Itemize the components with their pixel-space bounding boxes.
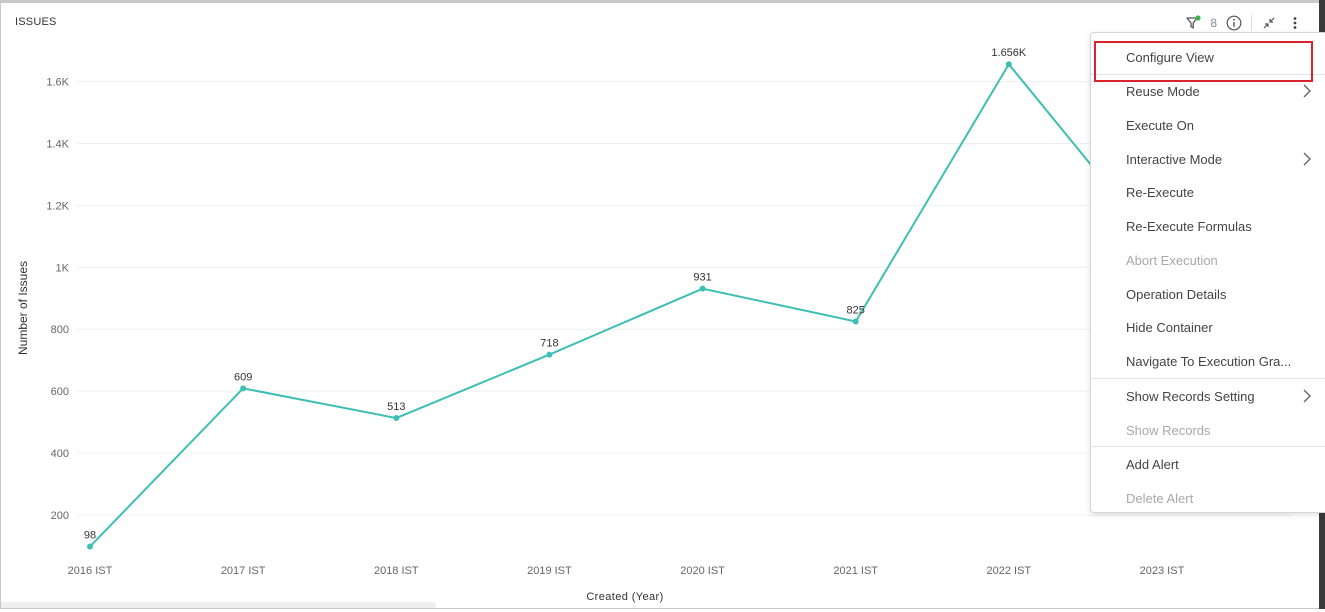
x-tick-label: 2019 IST bbox=[527, 565, 572, 577]
menu-item-label: Execute On bbox=[1126, 117, 1194, 133]
data-label: 98 bbox=[84, 530, 96, 542]
more-vertical-icon[interactable] bbox=[1286, 14, 1304, 32]
y-tick-label: 1.6K bbox=[46, 77, 69, 89]
horizontal-scrollbar[interactable] bbox=[1, 602, 436, 608]
context-menu: Configure View Reuse Mode Execute On Intera… bbox=[1090, 32, 1325, 513]
filter-count-badge: 8 bbox=[1210, 16, 1217, 30]
y-tick-label: 400 bbox=[51, 448, 69, 460]
y-tick-label: 800 bbox=[51, 324, 69, 336]
data-label: 513 bbox=[387, 401, 405, 413]
x-axis-label: Created (Year) bbox=[586, 591, 663, 603]
menu-item-operation-details[interactable]: Operation Details bbox=[1091, 277, 1325, 311]
widget-toolbar: 8 bbox=[1184, 12, 1304, 34]
menu-item-label: Operation Details bbox=[1126, 286, 1227, 302]
x-tick-label: 2021 IST bbox=[833, 565, 878, 577]
data-points bbox=[87, 61, 1165, 550]
data-point[interactable] bbox=[1005, 61, 1012, 68]
collapse-icon[interactable] bbox=[1260, 14, 1278, 32]
series-line bbox=[89, 62, 1163, 548]
menu-divider bbox=[1091, 446, 1325, 447]
menu-item-label: Abort Execution bbox=[1126, 252, 1218, 268]
menu-item-reuse-mode[interactable]: Reuse Mode bbox=[1091, 74, 1325, 108]
x-tick-label: 2020 IST bbox=[680, 565, 725, 577]
menu-item-label: Hide Container bbox=[1126, 319, 1213, 335]
issues-line-chart: 200 400 600 800 1K 1.2K 1.4K 1.6K 2016 IST 2017 … bbox=[16, 47, 1291, 603]
data-point[interactable] bbox=[393, 415, 400, 422]
menu-item-label: Delete Alert bbox=[1126, 490, 1194, 506]
menu-item-label: Navigate To Execution Gra... bbox=[1126, 353, 1292, 369]
menu-item-label: Re-Execute Formulas bbox=[1126, 218, 1252, 234]
y-tick-label: 600 bbox=[51, 386, 69, 398]
x-tick-label: 2022 IST bbox=[987, 565, 1032, 577]
menu-item-configure-view[interactable]: Configure View bbox=[1091, 40, 1325, 74]
x-axis-ticks: 2016 IST 2017 IST 2018 IST 2019 IST 2020 IST… bbox=[68, 565, 1185, 577]
grid-lines bbox=[77, 81, 1291, 516]
data-label: 718 bbox=[540, 338, 558, 350]
menu-item-abort-execution: Abort Execution bbox=[1091, 243, 1325, 277]
x-tick-label: 2023 IST bbox=[1140, 565, 1185, 577]
y-tick-label: 1.2K bbox=[46, 200, 69, 212]
data-label: 931 bbox=[693, 272, 711, 284]
menu-item-execute-on[interactable]: Execute On bbox=[1091, 108, 1325, 142]
info-icon[interactable] bbox=[1225, 14, 1243, 32]
menu-item-label: Show Records Setting bbox=[1126, 388, 1255, 404]
data-point[interactable] bbox=[546, 351, 553, 358]
filter-icon[interactable] bbox=[1184, 14, 1202, 32]
chevron-right-icon bbox=[1299, 151, 1315, 167]
menu-item-re-execute-formulas[interactable]: Re-Execute Formulas bbox=[1091, 209, 1325, 243]
data-point[interactable] bbox=[240, 385, 247, 392]
menu-item-label: Show Records bbox=[1126, 422, 1211, 438]
menu-item-navigate-to-execution-gra[interactable]: Navigate To Execution Gra... bbox=[1091, 344, 1325, 378]
menu-item-interactive-mode[interactable]: Interactive Mode bbox=[1091, 142, 1325, 176]
widget-title: ISSUES bbox=[15, 16, 57, 28]
x-tick-label: 2018 IST bbox=[374, 565, 419, 577]
y-tick-label: 1K bbox=[56, 262, 70, 274]
data-labels: 98 609 513 718 931 825 1.656K bbox=[84, 47, 1027, 541]
toolbar-divider bbox=[1251, 15, 1252, 31]
menu-item-re-execute[interactable]: Re-Execute bbox=[1091, 175, 1325, 209]
menu-item-hide-container[interactable]: Hide Container bbox=[1091, 310, 1325, 344]
data-label: 609 bbox=[234, 371, 252, 383]
data-point[interactable] bbox=[699, 285, 706, 292]
data-point[interactable] bbox=[87, 543, 93, 550]
menu-divider bbox=[1091, 378, 1325, 379]
data-label: 825 bbox=[847, 304, 865, 316]
menu-item-label: Configure View bbox=[1126, 49, 1214, 65]
menu-divider bbox=[1091, 74, 1325, 75]
menu-item-label: Reuse Mode bbox=[1126, 83, 1200, 99]
menu-item-label: Interactive Mode bbox=[1126, 151, 1223, 167]
menu-item-label: Add Alert bbox=[1126, 456, 1179, 472]
x-tick-label: 2017 IST bbox=[221, 565, 266, 577]
data-label: 1.656K bbox=[991, 47, 1027, 59]
menu-item-show-records-setting[interactable]: Show Records Setting bbox=[1091, 379, 1325, 413]
menu-item-add-alert[interactable]: Add Alert bbox=[1091, 447, 1325, 481]
y-axis-ticks: 200 400 600 800 1K 1.2K 1.4K 1.6K bbox=[46, 77, 69, 522]
y-tick-label: 200 bbox=[51, 510, 69, 522]
chevron-right-icon bbox=[1299, 83, 1315, 99]
menu-item-label: Re-Execute bbox=[1126, 184, 1194, 200]
x-tick-label: 2016 IST bbox=[68, 565, 113, 577]
menu-item-delete-alert: Delete Alert bbox=[1091, 481, 1325, 515]
y-axis-label: Number of Issues bbox=[16, 261, 30, 355]
chevron-right-icon bbox=[1299, 388, 1315, 404]
y-tick-label: 1.4K bbox=[46, 138, 69, 150]
menu-item-show-records: Show Records bbox=[1091, 413, 1325, 447]
data-point[interactable] bbox=[852, 318, 859, 325]
